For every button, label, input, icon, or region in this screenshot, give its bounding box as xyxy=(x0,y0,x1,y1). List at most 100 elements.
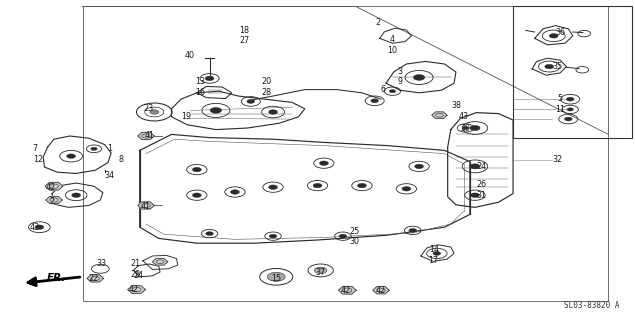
Polygon shape xyxy=(138,202,154,209)
Circle shape xyxy=(91,147,97,150)
Polygon shape xyxy=(46,196,62,204)
Text: 12: 12 xyxy=(33,156,43,164)
Circle shape xyxy=(269,185,277,189)
Text: 9: 9 xyxy=(398,77,403,86)
Text: 6: 6 xyxy=(380,85,385,94)
Circle shape xyxy=(549,34,558,38)
Circle shape xyxy=(339,234,347,238)
Circle shape xyxy=(389,90,396,93)
Circle shape xyxy=(192,193,201,197)
Bar xyxy=(83,6,608,301)
Circle shape xyxy=(206,232,213,236)
Bar xyxy=(513,6,632,138)
Circle shape xyxy=(409,228,417,232)
Circle shape xyxy=(247,100,255,103)
Text: 40: 40 xyxy=(184,52,194,60)
Text: 28: 28 xyxy=(262,88,272,97)
Polygon shape xyxy=(138,132,154,140)
Polygon shape xyxy=(128,286,145,293)
Circle shape xyxy=(192,167,201,172)
Text: 21: 21 xyxy=(130,260,140,268)
Circle shape xyxy=(471,193,479,197)
Text: 35: 35 xyxy=(552,62,563,71)
Text: 29: 29 xyxy=(130,270,140,279)
Text: 18: 18 xyxy=(239,26,250,35)
Circle shape xyxy=(269,110,277,114)
Circle shape xyxy=(313,183,322,188)
Circle shape xyxy=(470,164,480,169)
Text: 26: 26 xyxy=(476,180,486,189)
Text: 39: 39 xyxy=(460,124,471,133)
Text: 16: 16 xyxy=(195,88,205,97)
Circle shape xyxy=(433,252,441,255)
Text: 42: 42 xyxy=(46,183,56,192)
Circle shape xyxy=(371,99,378,103)
Circle shape xyxy=(358,183,366,188)
Circle shape xyxy=(210,108,222,113)
Text: 2: 2 xyxy=(375,18,380,27)
Text: 2: 2 xyxy=(50,197,55,206)
Text: 41: 41 xyxy=(144,132,154,140)
Text: FR.: FR. xyxy=(47,273,67,284)
Circle shape xyxy=(319,161,328,165)
Polygon shape xyxy=(338,286,356,294)
Text: 37: 37 xyxy=(316,268,326,277)
Text: 36: 36 xyxy=(556,28,566,37)
Text: 15: 15 xyxy=(271,274,281,283)
Text: 3: 3 xyxy=(398,67,403,76)
Text: 19: 19 xyxy=(181,112,191,121)
Text: 42: 42 xyxy=(341,286,351,295)
Text: 8: 8 xyxy=(118,156,123,164)
Text: 13: 13 xyxy=(195,77,205,86)
Text: 38: 38 xyxy=(451,101,461,110)
Circle shape xyxy=(402,187,411,191)
Text: 41: 41 xyxy=(141,202,151,211)
Circle shape xyxy=(413,75,425,80)
Polygon shape xyxy=(152,259,168,265)
Polygon shape xyxy=(432,112,447,118)
Text: 42: 42 xyxy=(128,285,138,294)
Circle shape xyxy=(566,97,574,101)
Text: 31: 31 xyxy=(476,191,486,200)
Text: 30: 30 xyxy=(349,237,359,246)
Text: SL03-83820 A: SL03-83820 A xyxy=(564,301,619,310)
Text: 10: 10 xyxy=(387,46,398,55)
Text: 32: 32 xyxy=(552,156,563,164)
Text: 20: 20 xyxy=(262,77,272,86)
Text: 27: 27 xyxy=(239,36,250,45)
Circle shape xyxy=(267,272,285,281)
Circle shape xyxy=(150,110,159,114)
Text: 34: 34 xyxy=(104,172,114,180)
Text: 14: 14 xyxy=(429,245,439,254)
Circle shape xyxy=(545,64,554,69)
Text: 43: 43 xyxy=(458,112,469,121)
Text: 4: 4 xyxy=(390,35,395,44)
Circle shape xyxy=(567,108,573,111)
Circle shape xyxy=(72,193,81,197)
Text: 24: 24 xyxy=(133,271,144,280)
Circle shape xyxy=(231,190,239,194)
Circle shape xyxy=(565,117,572,121)
Text: 33: 33 xyxy=(97,260,107,268)
Text: 1: 1 xyxy=(107,144,112,153)
Text: 42: 42 xyxy=(376,286,386,295)
Circle shape xyxy=(462,126,469,130)
Text: 11: 11 xyxy=(555,105,565,114)
Text: 5: 5 xyxy=(558,94,563,103)
Circle shape xyxy=(415,164,424,169)
Polygon shape xyxy=(87,275,104,282)
Circle shape xyxy=(314,267,327,274)
Text: 22: 22 xyxy=(89,274,99,283)
Polygon shape xyxy=(373,287,389,294)
Circle shape xyxy=(67,154,76,158)
Text: 25: 25 xyxy=(349,227,359,236)
Circle shape xyxy=(35,225,44,229)
Text: 7: 7 xyxy=(32,144,37,153)
Text: 43: 43 xyxy=(30,223,40,232)
Text: 17: 17 xyxy=(429,256,439,265)
Text: 23: 23 xyxy=(143,104,153,113)
Circle shape xyxy=(470,125,480,131)
Text: 24: 24 xyxy=(476,162,486,171)
Circle shape xyxy=(269,234,277,238)
Circle shape xyxy=(205,76,214,81)
